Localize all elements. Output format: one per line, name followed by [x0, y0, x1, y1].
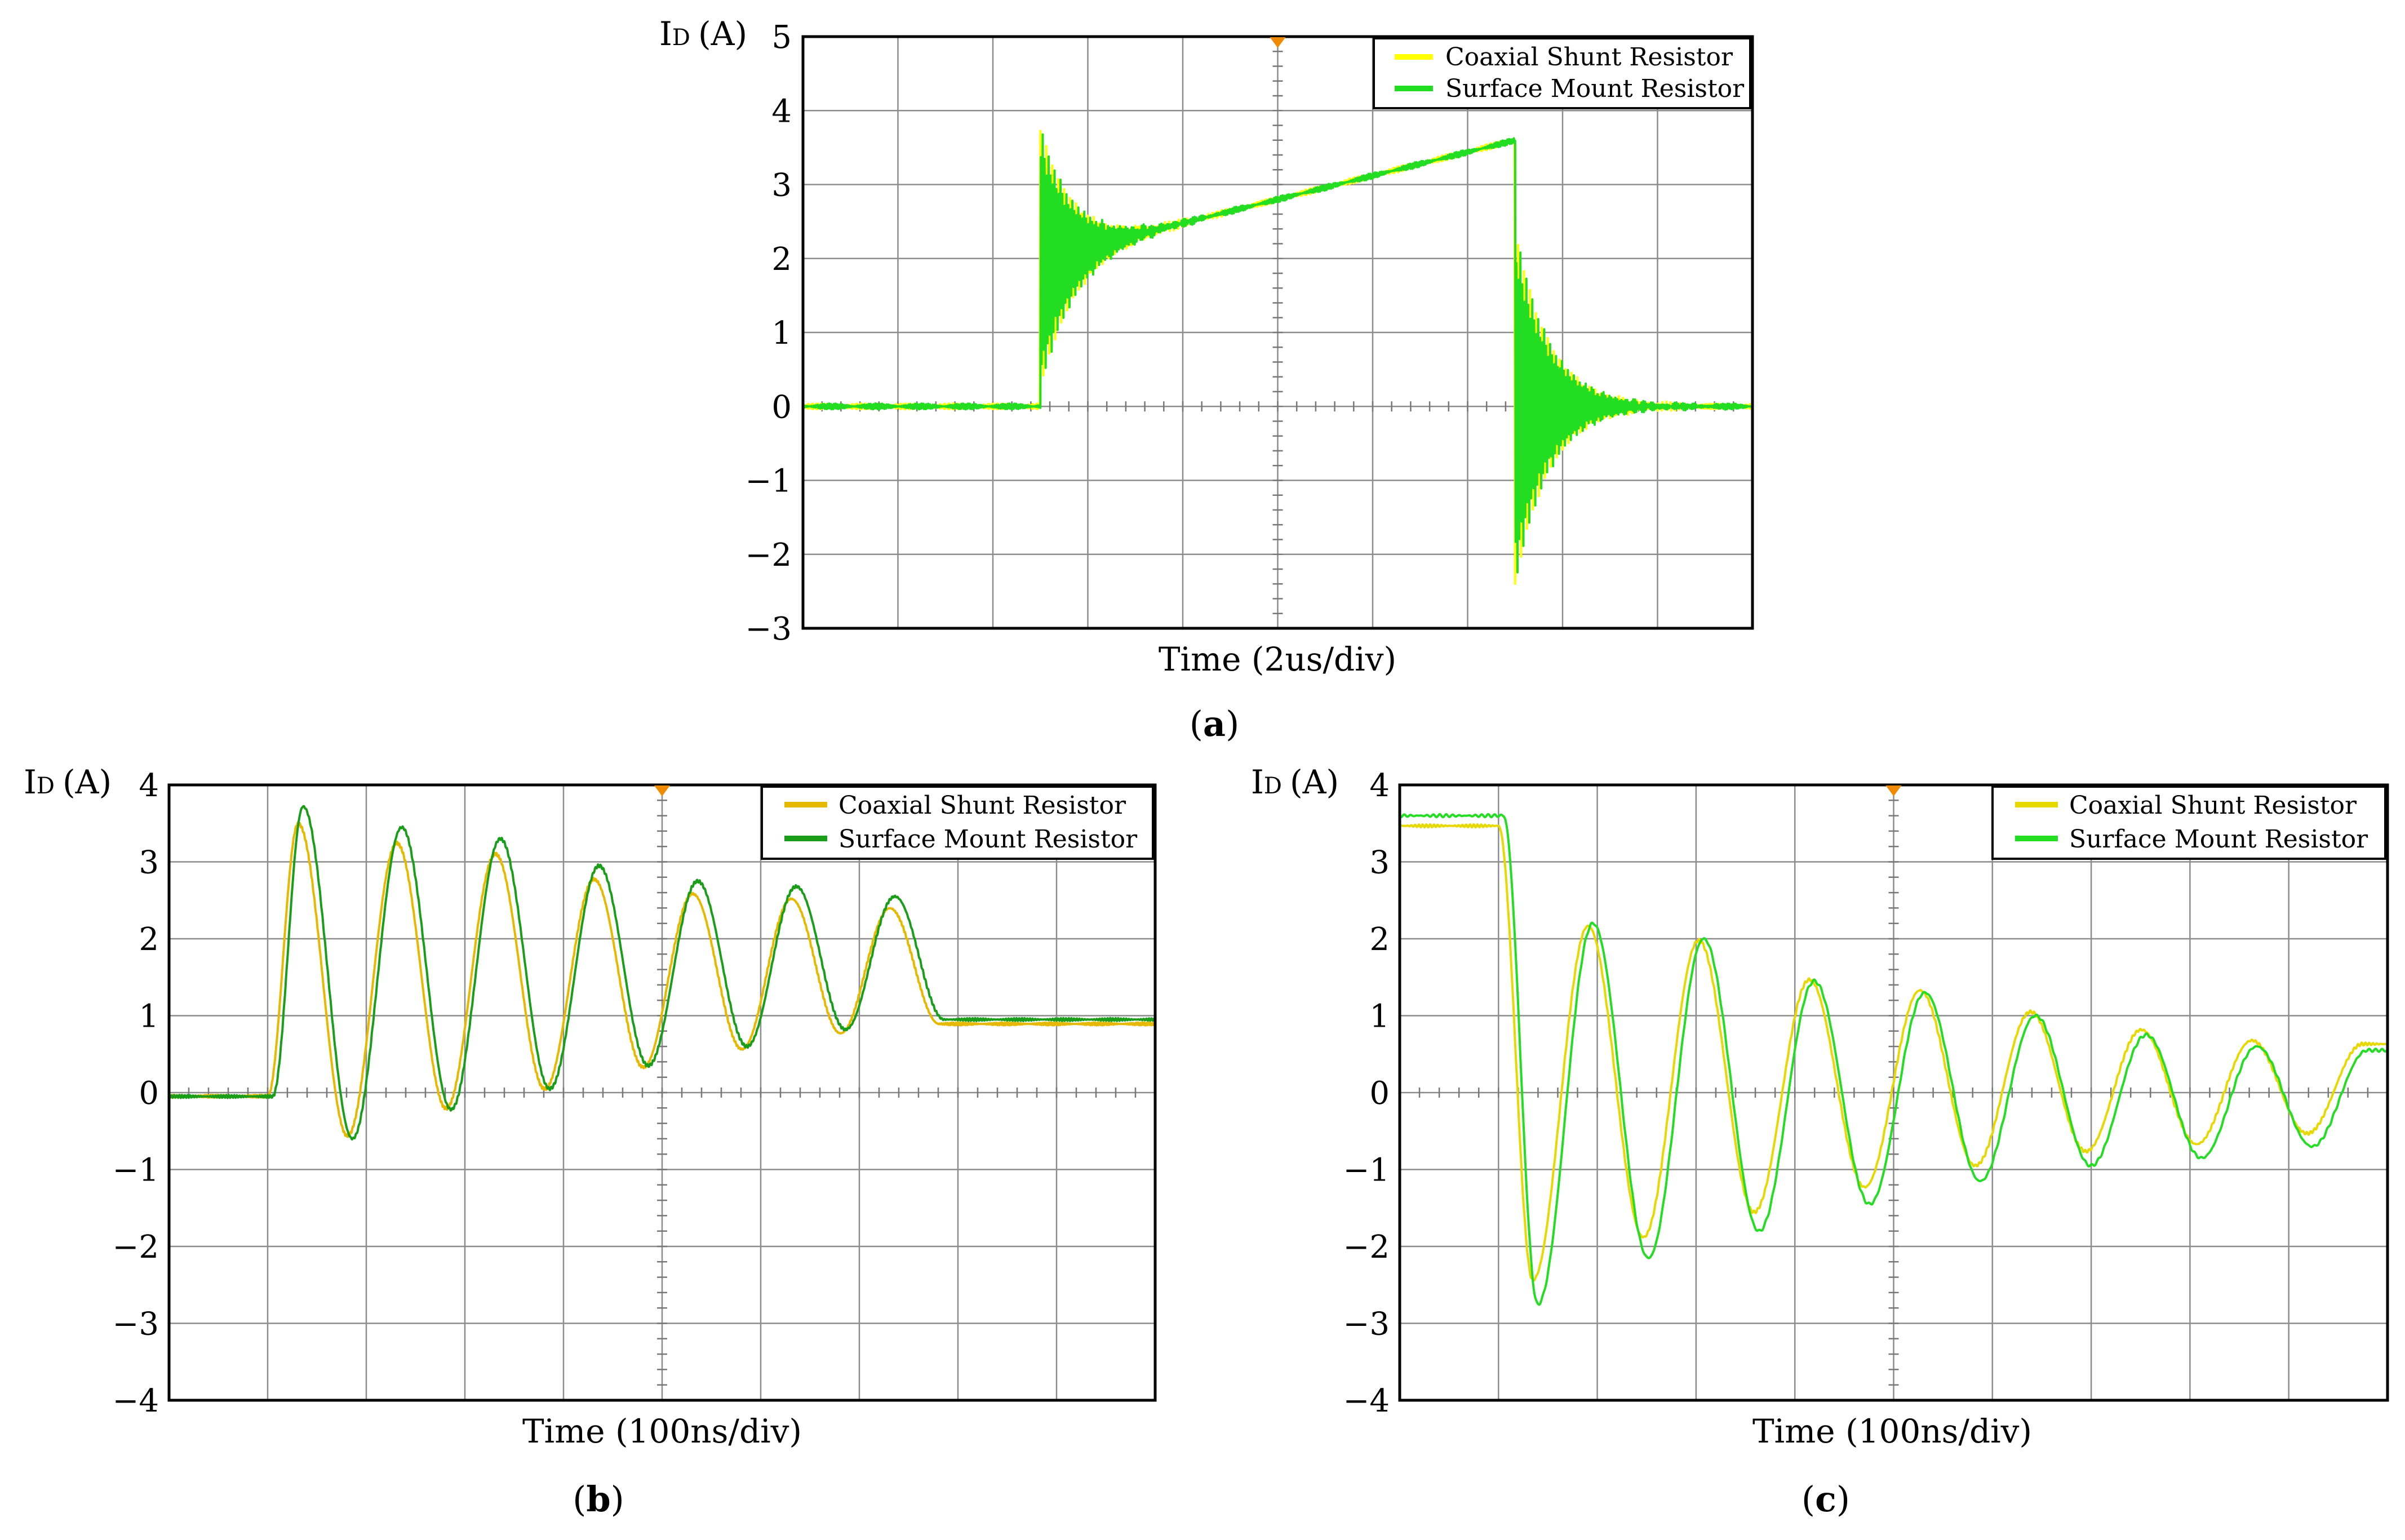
chart-b: 4 3 2 1 0 −1 −2 −3 −4 ID (A) Time (100ns/div) Coa…: [24, 763, 1157, 1520]
chart-a-traces: [802, 130, 1754, 585]
chart-c-y-tick-label: 0: [1369, 1075, 1390, 1112]
chart-b-y-tick-label: −3: [112, 1306, 159, 1343]
chart-c-y-tick-labels: 4 3 2 1 0 −1 −2 −3 −4: [1343, 767, 1390, 1419]
chart-c-traces: [1399, 813, 2389, 1306]
chart-b-xlabel: Time (100ns/div): [522, 1412, 802, 1450]
chart-a-ylabel: ID (A): [659, 15, 747, 53]
chart-c-legend-label-surface: Surface Mount Resistor: [2069, 825, 2368, 854]
chart-b-y-tick-label: −4: [112, 1383, 159, 1419]
chart-a: 5 4 3 2 1 0 −1 −2 −3 ID (A) Time (2us/div) Coaxia…: [659, 15, 1754, 744]
chart-a-y-tick-label: 2: [771, 241, 792, 278]
chart-a-y-tick-label: 4: [771, 93, 792, 130]
chart-b-trigger-marker: [654, 785, 670, 796]
chart-b-legend-label-surface: Surface Mount Resistor: [838, 825, 1138, 854]
chart-b-y-tick-labels: 4 3 2 1 0 −1 −2 −3 −4: [112, 767, 159, 1419]
chart-b-legend-label-coaxial: Coaxial Shunt Resistor: [838, 791, 1126, 820]
chart-c-trigger-marker: [1885, 785, 1902, 796]
chart-c-y-tick-label: −1: [1343, 1152, 1390, 1189]
chart-b-ylabel: ID (A): [24, 763, 112, 801]
chart-c-xlabel: Time (100ns/div): [1752, 1412, 2032, 1450]
chart-c-y-tick-label: −4: [1343, 1383, 1390, 1419]
chart-a-y-tick-label: 5: [771, 19, 792, 56]
chart-a-legend-box: [1373, 37, 1751, 109]
chart-a-y-tick-label: 1: [771, 315, 792, 352]
chart-c-y-tick-label: −2: [1343, 1229, 1390, 1266]
chart-c-panel-label: (c): [1801, 1479, 1850, 1520]
chart-b-legend: Coaxial Shunt Resistor Surface Mount Res…: [761, 785, 1154, 860]
chart-b-series-surface: [168, 805, 1156, 1141]
chart-b-traces: [168, 805, 1156, 1141]
chart-a-panel-label: (a): [1190, 703, 1240, 744]
chart-a-trigger-marker: [1270, 37, 1286, 48]
chart-a-y-tick-label: 3: [771, 167, 792, 204]
chart-c: 4 3 2 1 0 −1 −2 −3 −4 ID (A) Time (100ns/div) Coa…: [1251, 763, 2389, 1520]
chart-b-frame: [167, 783, 1157, 1402]
chart-b-y-tick-label: 2: [139, 921, 159, 958]
chart-a-y-tick-label: −2: [745, 537, 792, 574]
chart-c-y-tick-label: 1: [1369, 998, 1390, 1035]
chart-c-y-tick-label: −3: [1343, 1306, 1390, 1343]
chart-c-ylabel: ID (A): [1251, 763, 1339, 801]
chart-c-series-surface: [1399, 813, 2389, 1306]
chart-a-xlabel: Time (2us/div): [1159, 640, 1396, 678]
chart-c-y-tick-label: 2: [1369, 921, 1390, 958]
chart-c-y-tick-label: 3: [1369, 845, 1390, 881]
chart-c-frame: [1398, 783, 2389, 1402]
chart-a-series-surface: [802, 133, 1753, 574]
chart-c-series-coaxial: [1399, 823, 2389, 1282]
chart-b-y-tick-label: 0: [139, 1075, 159, 1112]
chart-c-legend: Coaxial Shunt Resistor Surface Mount Res…: [1991, 785, 2386, 860]
chart-b-y-tick-label: −2: [112, 1229, 159, 1266]
chart-b-legend-box: [761, 785, 1154, 860]
chart-b-panel-label: (b): [573, 1479, 624, 1520]
chart-a-y-tick-labels: 5 4 3 2 1 0 −1 −2 −3: [745, 19, 792, 647]
chart-a-y-tick-label: −1: [745, 463, 792, 500]
chart-b-series-coaxial: [168, 821, 1156, 1138]
chart-a-y-tick-label: 0: [771, 389, 792, 425]
chart-c-y-tick-label: 4: [1369, 767, 1390, 804]
chart-a-legend: Coaxial Shunt Resistor Surface Mount Res…: [1373, 37, 1751, 109]
chart-a-y-tick-label: −3: [745, 611, 792, 647]
chart-a-legend-label-surface: Surface Mount Resistor: [1445, 74, 1745, 103]
chart-a-frame: [801, 35, 1754, 630]
chart-b-y-tick-label: 1: [139, 998, 159, 1035]
chart-b-y-tick-label: 3: [139, 845, 159, 881]
chart-c-legend-label-coaxial: Coaxial Shunt Resistor: [2069, 791, 2357, 820]
chart-b-y-tick-label: −1: [112, 1152, 159, 1189]
chart-a-legend-label-coaxial: Coaxial Shunt Resistor: [1445, 43, 1733, 72]
chart-c-legend-box: [1991, 785, 2386, 860]
chart-b-y-tick-label: 4: [139, 767, 159, 804]
